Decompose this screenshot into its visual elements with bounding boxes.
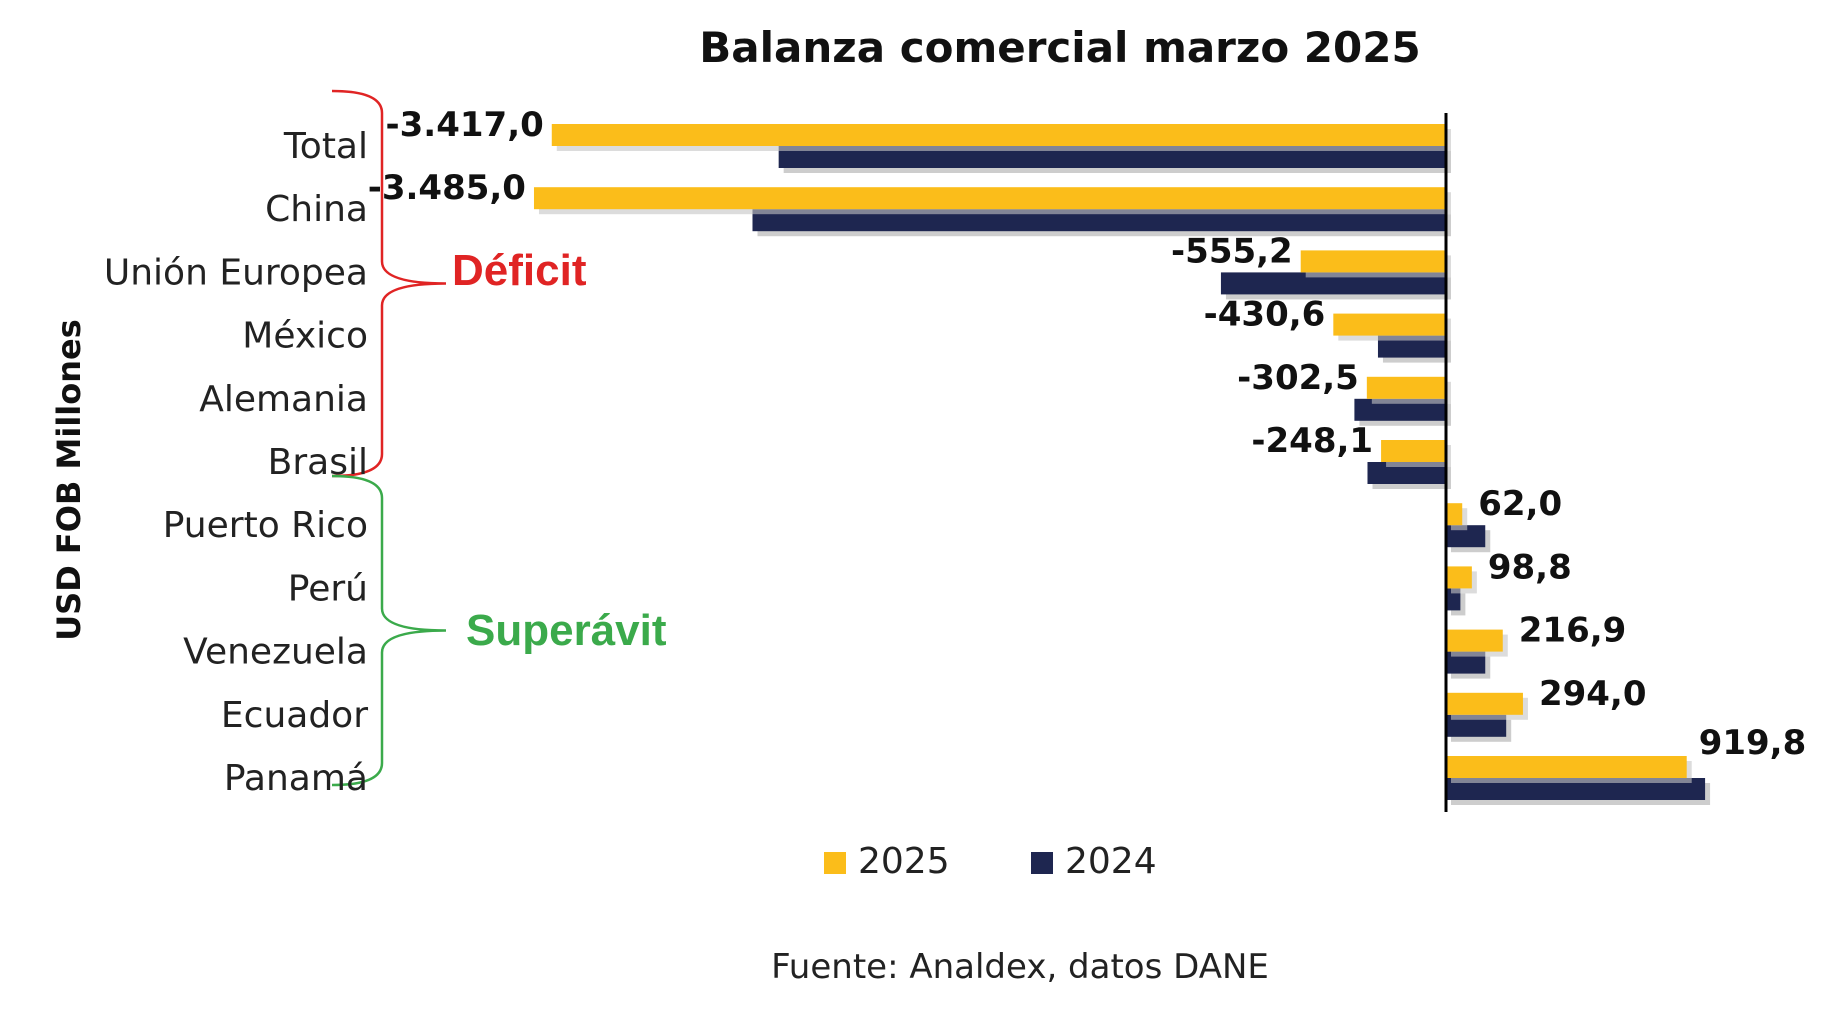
bar-2024-puerto-rico — [1446, 525, 1486, 548]
bar-2024-panama — [1446, 778, 1706, 800]
data-label-union-europea: -555,2 — [1171, 231, 1293, 271]
bar-2025-china — [533, 187, 1446, 210]
data-label-ecuador: 294,0 — [1539, 674, 1647, 714]
category-label-alemania: Alemania — [199, 379, 368, 420]
data-label-china: -3.485,0 — [368, 168, 526, 208]
data-label-brasil: -248,1 — [1251, 421, 1373, 461]
deficit-label: Déficit — [452, 246, 587, 295]
bar-2025-brasil — [1381, 440, 1446, 462]
bar-2025-union-europea — [1300, 250, 1446, 273]
deficit-bracket — [331, 89, 447, 478]
bar-2025-puerto-rico — [1446, 503, 1463, 526]
bar-2024-ecuador — [1446, 714, 1507, 737]
category-labels: Total China Unión Europea México Alemania Bra… — [104, 126, 368, 799]
bar-2024-venezuela — [1446, 651, 1486, 674]
legend: 2025 2024 — [824, 841, 1157, 882]
bar-2025-panama — [1446, 756, 1687, 778]
bar-2024-mexico — [1377, 335, 1446, 358]
data-label-panama: 919,8 — [1699, 723, 1807, 763]
category-label-china: China — [265, 189, 368, 230]
data-label-peru: 98,8 — [1488, 547, 1572, 587]
y-axis-label: USD FOB Millones — [50, 319, 88, 641]
bar-2025-mexico — [1333, 313, 1446, 336]
bar-2025-alemania — [1366, 376, 1446, 399]
legend-swatch-2024 — [1031, 852, 1053, 874]
bar-2024-union-europea — [1220, 272, 1446, 295]
series-2025-bars — [533, 124, 1692, 783]
category-label-mexico: México — [242, 316, 368, 357]
category-label-ecuador: Ecuador — [221, 695, 368, 736]
bar-2024-china — [752, 209, 1446, 232]
bar-2024-peru — [1446, 588, 1461, 611]
superavit-bracket — [331, 474, 447, 787]
data-labels: -3.417,0 -3.485,0 -555,2 -430,6 -302,5 -248,1… — [368, 105, 1807, 763]
category-label-union-europea: Unión Europea — [104, 252, 368, 293]
bar-2025-peru — [1446, 566, 1472, 589]
bar-2025-ecuador — [1446, 692, 1523, 715]
category-label-peru: Perú — [288, 568, 368, 609]
series-2024-bars — [752, 146, 1711, 805]
legend-label-2025: 2025 — [858, 841, 950, 882]
source-note: Fuente: Analdex, datos DANE — [771, 947, 1269, 987]
brackets-group: Déficit Superávit — [331, 89, 667, 787]
category-label-puerto-rico: Puerto Rico — [163, 505, 368, 546]
data-label-total: -3.417,0 — [386, 105, 544, 145]
data-label-puerto-rico: 62,0 — [1478, 484, 1562, 524]
category-label-venezuela: Venezuela — [183, 632, 368, 673]
legend-swatch-2025 — [824, 852, 846, 874]
data-label-venezuela: 216,9 — [1519, 611, 1627, 651]
legend-label-2024: 2024 — [1065, 841, 1157, 882]
bar-2025-venezuela — [1446, 629, 1503, 652]
category-label-brasil: Brasil — [268, 442, 368, 483]
bar-2024-alemania — [1354, 398, 1446, 421]
chart-title: Balanza comercial marzo 2025 — [699, 23, 1420, 72]
bar-2024-brasil — [1367, 462, 1446, 484]
category-label-total: Total — [283, 126, 368, 167]
bar-2025-total — [551, 124, 1446, 146]
superavit-label: Superávit — [466, 606, 667, 655]
category-label-panama: Panamá — [224, 758, 368, 799]
data-label-alemania: -302,5 — [1237, 358, 1359, 398]
bar-2024-total — [778, 146, 1446, 168]
data-label-mexico: -430,6 — [1204, 295, 1326, 335]
